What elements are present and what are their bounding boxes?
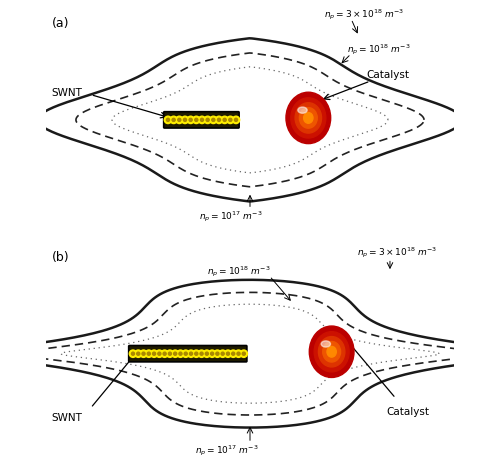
Circle shape [221,116,228,124]
Circle shape [221,352,224,355]
Circle shape [237,352,240,355]
Circle shape [184,118,186,121]
Text: Catalyst: Catalyst [386,407,429,417]
Circle shape [232,352,235,355]
Circle shape [140,350,147,357]
Circle shape [142,352,145,355]
Circle shape [156,350,163,357]
Circle shape [166,350,173,357]
Circle shape [177,350,184,357]
Circle shape [163,352,166,355]
Circle shape [214,350,221,357]
Circle shape [166,118,170,121]
Ellipse shape [304,112,313,123]
Circle shape [182,116,188,124]
Text: SWNT: SWNT [52,413,82,423]
Ellipse shape [298,107,307,113]
Circle shape [132,352,134,355]
Circle shape [194,352,198,355]
Circle shape [223,118,226,121]
Circle shape [178,118,181,121]
Circle shape [226,116,234,124]
Circle shape [179,352,182,355]
Ellipse shape [300,108,318,128]
Text: $n_p = 3\times10^{18}\ m^{-3}$: $n_p = 3\times10^{18}\ m^{-3}$ [357,245,438,260]
Text: $n_p = 3\times10^{18}\ m^{-3}$: $n_p = 3\times10^{18}\ m^{-3}$ [324,8,404,22]
Circle shape [189,118,192,121]
Circle shape [208,350,216,357]
Ellipse shape [314,332,349,372]
Text: $n_p = 10^{18}\ m^{-3}$: $n_p = 10^{18}\ m^{-3}$ [207,265,271,279]
FancyBboxPatch shape [164,112,239,128]
Ellipse shape [318,337,345,367]
Circle shape [242,352,246,355]
Circle shape [172,118,175,121]
Circle shape [200,118,203,121]
Circle shape [145,350,152,357]
Ellipse shape [295,103,322,133]
Text: $n_p = 10^{18}\ m^{-3}$: $n_p = 10^{18}\ m^{-3}$ [347,42,411,57]
Circle shape [218,118,220,121]
Text: SWNT: SWNT [52,88,82,98]
Circle shape [192,116,200,124]
Circle shape [187,116,194,124]
Circle shape [219,350,226,357]
Circle shape [190,352,192,355]
Circle shape [195,118,198,121]
Circle shape [188,350,194,357]
Circle shape [158,352,161,355]
Text: $n_p = 10^{17}\ m^{-3}$: $n_p = 10^{17}\ m^{-3}$ [195,444,258,458]
Circle shape [212,118,215,121]
Circle shape [210,352,214,355]
Circle shape [176,116,183,124]
Circle shape [174,352,176,355]
Ellipse shape [291,98,326,138]
Circle shape [152,352,156,355]
Ellipse shape [310,326,354,378]
Circle shape [200,352,203,355]
Ellipse shape [321,341,330,347]
Circle shape [192,350,200,357]
Text: $n_p = 10^{17}\ m^{-3}$: $n_p = 10^{17}\ m^{-3}$ [198,210,262,224]
FancyBboxPatch shape [128,346,247,362]
Text: (a): (a) [52,17,69,30]
Ellipse shape [286,92,331,143]
Circle shape [161,350,168,357]
Circle shape [184,352,188,355]
Circle shape [150,350,158,357]
Circle shape [170,116,177,124]
Circle shape [235,350,242,357]
Circle shape [130,350,136,357]
Ellipse shape [327,346,336,357]
Ellipse shape [322,341,340,362]
Circle shape [216,116,222,124]
Text: Catalyst: Catalyst [366,70,410,80]
Circle shape [230,350,237,357]
Circle shape [168,352,172,355]
Circle shape [164,116,172,124]
Circle shape [198,116,205,124]
Circle shape [216,352,219,355]
Circle shape [206,352,208,355]
Circle shape [206,118,209,121]
Circle shape [229,118,232,121]
Circle shape [136,352,140,355]
Circle shape [198,350,205,357]
Circle shape [134,350,142,357]
Circle shape [232,116,239,124]
Circle shape [210,116,217,124]
Circle shape [204,116,212,124]
Circle shape [240,350,248,357]
Circle shape [203,350,210,357]
Text: (b): (b) [52,251,70,264]
Circle shape [147,352,150,355]
Circle shape [182,350,190,357]
Circle shape [224,350,232,357]
Circle shape [234,118,238,121]
Circle shape [226,352,230,355]
Circle shape [172,350,179,357]
